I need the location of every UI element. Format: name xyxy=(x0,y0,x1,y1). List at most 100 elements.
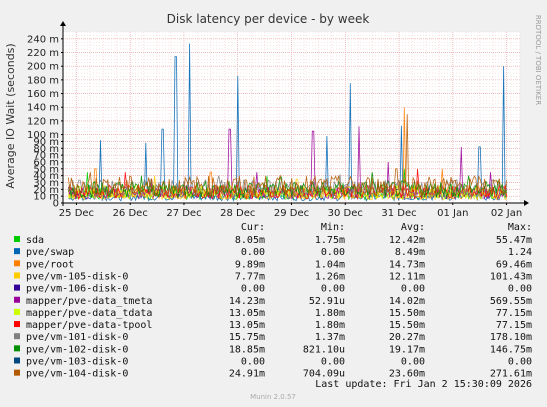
y-tick-label: 0 xyxy=(53,199,59,210)
legend-value: 0.00 xyxy=(321,247,345,258)
legend-value: 24.91m xyxy=(229,369,265,380)
legend-swatch xyxy=(14,248,20,255)
legend-series-name: pve/vm-103-disk-0 xyxy=(26,357,128,368)
y-tick-label: 70 m xyxy=(33,151,59,162)
legend-value: 14.02m xyxy=(389,296,425,307)
x-tick-label: 28 Dec xyxy=(220,208,255,219)
legend-value: 77.15m xyxy=(496,320,532,331)
legend-swatch xyxy=(14,369,20,376)
legend-value: 1.24 xyxy=(508,247,532,258)
legend-value: 1.04m xyxy=(315,259,345,270)
legend-value: 0.00 xyxy=(508,284,532,295)
y-tick-label: 160 m xyxy=(27,89,59,100)
legend-swatch xyxy=(14,333,20,340)
y-tick-label: 10 m xyxy=(33,192,59,203)
legend-value: 15.50m xyxy=(389,308,425,319)
y-tick-label: 50 m xyxy=(33,164,59,175)
x-tick-label: 02 Jan xyxy=(491,208,522,219)
legend-value: 9.89m xyxy=(235,259,265,270)
legend: Cur: Min: Avg: Max: sda 8.05m 1.75m 12.42m 55.47… xyxy=(14,222,532,380)
series-line-8 xyxy=(68,174,507,199)
legend-swatch xyxy=(14,284,20,291)
y-tick-label: 100 m xyxy=(27,130,59,141)
legend-value: 12.11m xyxy=(389,271,425,282)
legend-value: 7.77m xyxy=(235,271,265,282)
y-tick-label: 220 m xyxy=(27,48,59,59)
y-axis-label: Average IO Wait (seconds) xyxy=(4,43,17,188)
legend-value: 569.55m xyxy=(490,296,532,307)
x-axis-arrow xyxy=(524,200,529,206)
y-tick-label: 20 m xyxy=(33,185,59,196)
legend-column-header: Cur: xyxy=(241,222,265,233)
legend-swatch xyxy=(14,236,20,242)
legend-column-header: Avg: xyxy=(401,222,425,233)
legend-value: 0.00 xyxy=(401,284,425,295)
legend-series-name: pve/vm-101-disk-0 xyxy=(26,332,128,343)
x-tick-label: 25 Dec xyxy=(59,208,94,219)
y-tick-label: 120 m xyxy=(27,116,59,127)
legend-value: 0.00 xyxy=(321,357,345,368)
legend-value: 23.60m xyxy=(389,369,425,380)
legend-value: 0.00 xyxy=(321,284,345,295)
legend-value: 821.10u xyxy=(303,344,345,355)
x-tick-label: 31 Dec xyxy=(381,208,416,219)
y-tick-label: 90 m xyxy=(33,137,59,148)
legend-value: 0.00 xyxy=(401,357,425,368)
legend-swatch xyxy=(14,357,20,364)
legend-series-name: mapper/pve-data-tpool xyxy=(26,320,152,331)
y-tick-label: 80 m xyxy=(33,144,59,155)
legend-value: 0.00 xyxy=(241,247,265,258)
legend-series-name: pve/vm-102-disk-0 xyxy=(26,344,128,355)
legend-swatch xyxy=(14,272,20,279)
legend-value: 1.26m xyxy=(315,271,345,282)
chart-title: Disk latency per device - by week xyxy=(167,12,370,26)
legend-value: 178.10m xyxy=(490,332,532,343)
legend-value: 8.05m xyxy=(235,235,265,246)
y-tick-label: 240 m xyxy=(27,34,59,45)
legend-value: 14.23m xyxy=(229,296,265,307)
legend-value: 1.80m xyxy=(315,308,345,319)
legend-value: 13.05m xyxy=(229,320,265,331)
legend-value: 0.00 xyxy=(241,357,265,368)
legend-series-name: mapper/pve-data_tmeta xyxy=(26,296,152,307)
legend-series-name: mapper/pve-data_tdata xyxy=(26,308,152,319)
legend-series-name: pve/vm-104-disk-0 xyxy=(26,369,128,380)
legend-value: 77.15m xyxy=(496,308,532,319)
legend-value: 55.47m xyxy=(496,235,532,246)
legend-value: 0.00 xyxy=(241,284,265,295)
legend-series-name: pve/root xyxy=(26,259,74,270)
y-tick-label: 30 m xyxy=(33,178,59,189)
legend-series-name: pve/vm-106-disk-0 xyxy=(26,284,128,295)
legend-column-header: Min: xyxy=(321,222,345,233)
last-update: Last update: Fri Jan 2 15:30:09 2026 xyxy=(315,379,532,390)
legend-column-header: Max: xyxy=(508,222,532,233)
legend-value: 18.85m xyxy=(229,344,265,355)
legend-value: 15.75m xyxy=(229,332,265,343)
legend-swatch xyxy=(14,308,20,315)
y-tick-label: 180 m xyxy=(27,75,59,86)
legend-value: 14.73m xyxy=(389,259,425,270)
legend-value: 704.09u xyxy=(303,369,345,380)
legend-value: 8.49m xyxy=(395,247,425,258)
axes: 010 m20 m30 m40 m50 m60 m70 m80 m90 m100… xyxy=(27,21,529,219)
legend-value: 20.27m xyxy=(389,332,425,343)
legend-value: 1.75m xyxy=(315,235,345,246)
legend-value: 0.00 xyxy=(508,357,532,368)
series-line-11 xyxy=(68,114,507,198)
legend-value: 1.37m xyxy=(315,332,345,343)
legend-value: 271.61m xyxy=(490,369,532,380)
legend-series-name: sda xyxy=(26,235,44,246)
legend-value: 101.43m xyxy=(490,271,532,282)
legend-value: 15.50m xyxy=(389,320,425,331)
series-line-9 xyxy=(68,172,507,199)
legend-swatch xyxy=(14,345,20,352)
legend-value: 13.05m xyxy=(229,308,265,319)
legend-value: 146.75m xyxy=(490,344,532,355)
x-tick-label: 27 Dec xyxy=(166,208,201,219)
legend-value: 1.80m xyxy=(315,320,345,331)
legend-value: 52.91u xyxy=(309,296,345,307)
legend-swatch xyxy=(14,296,20,303)
x-tick-label: 01 Jan xyxy=(437,208,468,219)
legend-series-name: pve/swap xyxy=(26,247,74,258)
